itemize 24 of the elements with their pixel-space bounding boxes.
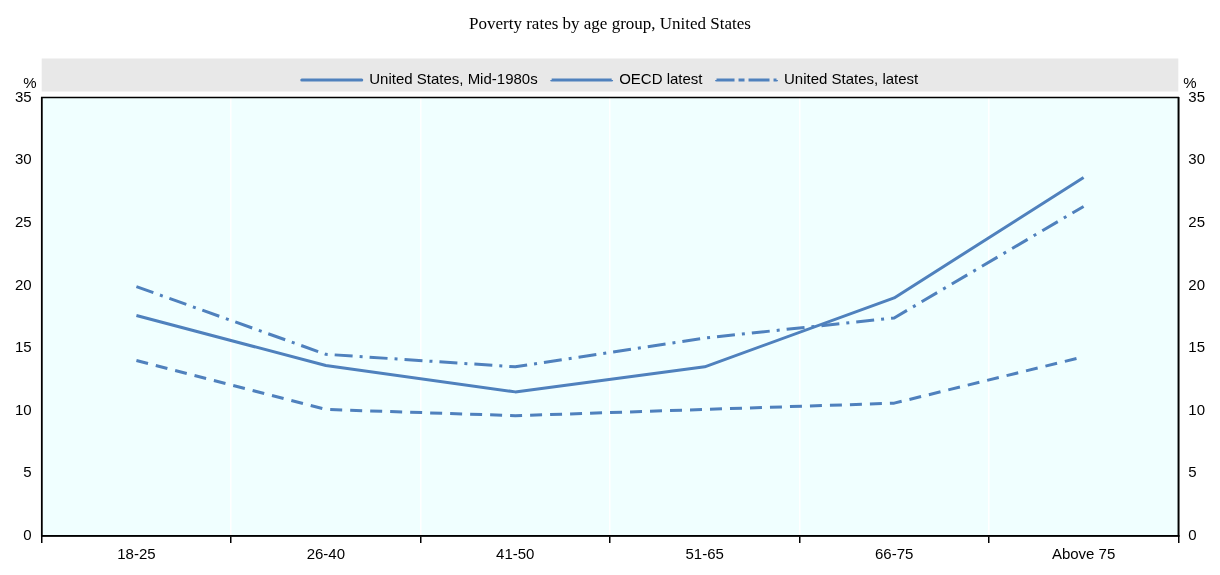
x-tick-label: Above 75 [1051,545,1116,563]
legend-label: OECD latest [619,70,704,88]
y-tick-label: 10 [15,400,32,418]
x-tick-label: 41-50 [496,545,535,563]
x-tick-label: 66-75 [874,545,914,563]
y-tick-label: 20 [15,275,32,293]
x-tick-label: 26-40 [306,545,346,563]
x-tick-label: 18-25 [117,545,156,563]
y-tick-label: 15 [15,338,32,356]
y-tick-label: 25 [15,212,32,230]
y-tick-label: 5 [23,463,32,481]
y2-tick-label: 5 [1188,463,1197,481]
y2-tick-label: 30 [1188,150,1205,168]
chart-title: Poverty rates by age group, United States [469,13,751,33]
y2-tick-label: 10 [1188,400,1205,418]
legend-label: United States, Mid-1980s [369,70,538,88]
x-tick-label: 51-65 [685,545,724,563]
y2-tick-label: 20 [1188,275,1205,293]
y-tick-label: 30 [15,150,32,168]
y2-tick-label: 25 [1188,212,1205,230]
y2-tick-label: 15 [1188,338,1205,356]
legend-label: United States, latest [784,70,920,88]
y-tick-label: 0 [23,526,32,544]
y2-tick-label: 0 [1188,526,1197,544]
